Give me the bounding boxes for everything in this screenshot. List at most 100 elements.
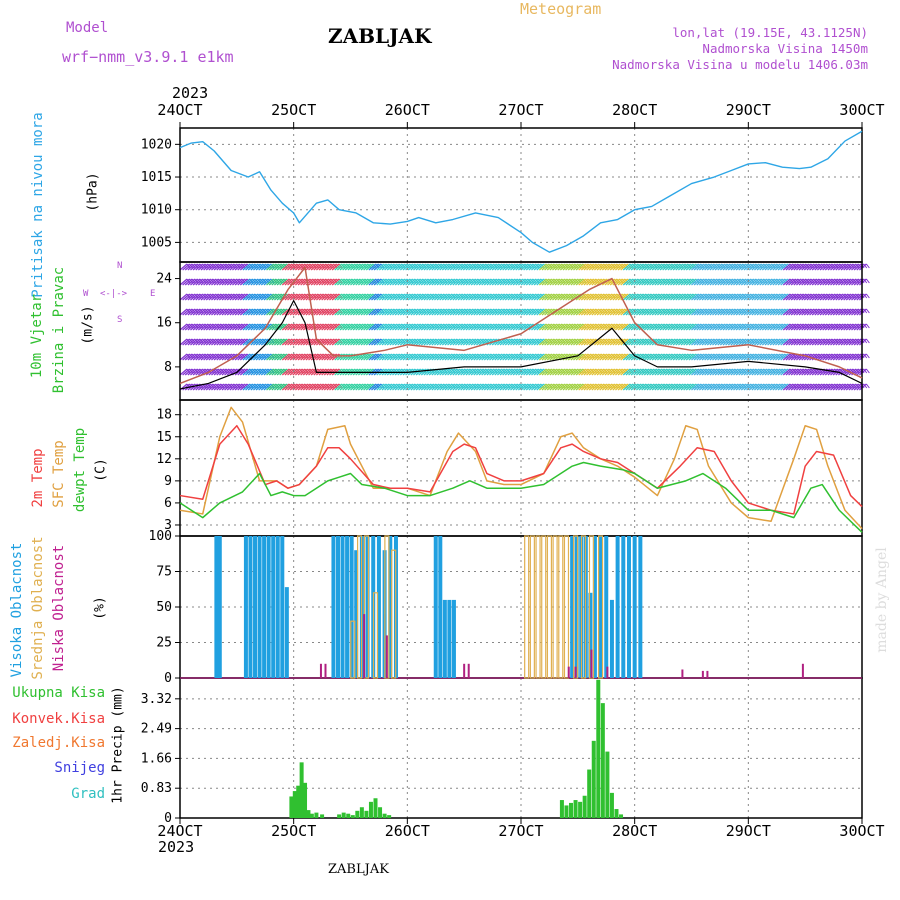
wind-barb-flag: [522, 308, 527, 314]
wind-barb-flag: [669, 323, 674, 329]
wind-barb: [557, 293, 566, 301]
wind-barb-flag: [441, 338, 445, 344]
wind-barb-flag: [598, 368, 603, 374]
wind-barb-flag: [640, 263, 645, 269]
wind-barb-flag: [435, 278, 440, 284]
wind-barb-flag: [283, 383, 288, 389]
wind-barb-flag: [204, 278, 209, 284]
wind-barb: [497, 293, 505, 301]
cloud-mid-bar: [529, 535, 535, 679]
wind-barb-flag: [679, 338, 684, 344]
wind-barb-flag: [299, 278, 304, 284]
wind-barb: [192, 293, 201, 301]
wind-barb-flag: [661, 338, 666, 344]
wind-barb-flag: [338, 383, 343, 389]
wind-barb-flag: [207, 293, 212, 299]
wind-barb: [384, 353, 392, 361]
wind-barb-flag: [637, 338, 642, 344]
wind-barb: [554, 353, 563, 361]
wind-barb-flag: [286, 323, 291, 329]
wind-barb: [344, 293, 353, 301]
wind-barb-flag: [388, 353, 393, 359]
wind-barb: [580, 383, 589, 391]
wind-barb-flag: [427, 308, 432, 314]
wind-barb-flag: [260, 308, 264, 314]
wind-barb-flag: [653, 263, 658, 269]
wind-barb-flag: [328, 353, 333, 359]
wind-barb: [237, 308, 246, 316]
precip-bar: [619, 814, 624, 818]
wind-barb: [266, 323, 274, 331]
wind-barb-flag: [228, 383, 233, 389]
wind-barb: [596, 323, 605, 331]
wind-barb: [499, 293, 508, 301]
wind-barb-flag: [244, 323, 249, 329]
wind-barb-flag: [207, 323, 212, 329]
wind-barb: [394, 353, 403, 361]
precip-bar: [303, 782, 308, 818]
wind-barb: [507, 323, 516, 331]
wind-barb-flag: [191, 263, 196, 269]
wind-barb-flag: [220, 353, 225, 359]
wind-barb: [384, 323, 392, 331]
wind-barb-flag: [661, 278, 666, 284]
wind-barb: [620, 368, 629, 376]
wind-barb: [371, 278, 379, 286]
wind-barb: [615, 278, 623, 286]
ytick-label: 12: [156, 452, 172, 467]
wind-barb-flag: [590, 263, 595, 269]
wind-barb: [195, 368, 204, 376]
wind-barb: [208, 293, 217, 301]
wind-barb: [447, 308, 455, 316]
wind-barb: [528, 263, 537, 271]
wind-barb: [397, 383, 406, 391]
wind-barb: [664, 338, 673, 346]
wind-barb: [200, 263, 209, 271]
wind-barb-flag: [307, 383, 312, 389]
wind-barb: [192, 323, 201, 331]
wind-barb-flag: [257, 263, 262, 269]
wind-barb: [552, 263, 560, 271]
footer-station: ZABLJAK: [328, 862, 389, 877]
wind-barb: [428, 263, 437, 271]
wind-barb-flag: [522, 368, 527, 374]
wind-barb-flag: [399, 323, 403, 329]
wind-barb: [436, 323, 445, 331]
wind-barb: [599, 308, 608, 316]
wind-barb-flag: [490, 368, 495, 374]
wind-barb-flag: [270, 293, 275, 299]
wind-barb: [344, 308, 353, 316]
wind-barb-flag: [488, 293, 493, 299]
wind-barb-flag: [566, 368, 571, 374]
wind-barb: [192, 263, 201, 271]
wind-barb: [310, 368, 319, 376]
wind-barb: [344, 278, 353, 286]
wind-barb-flag: [574, 278, 579, 284]
legend-ukupna-kisa: Ukupna Kisa: [12, 685, 105, 701]
wind-barb: [517, 338, 526, 346]
wind-barb: [570, 263, 579, 271]
wind-barb-flag: [307, 323, 312, 329]
wind-barb-flag: [199, 323, 204, 329]
wind-barb-flag: [296, 278, 301, 284]
wind-barb: [436, 338, 445, 346]
wind-barb-flag: [343, 383, 348, 389]
wind-barb-flag: [202, 308, 207, 314]
wind-barb-flag: [608, 323, 613, 329]
wind-barb-flag: [210, 278, 215, 284]
wind-barb-flag: [501, 308, 506, 314]
wind-barb: [651, 368, 660, 376]
wind-barb: [336, 263, 345, 271]
wind-barb-flag: [645, 263, 650, 269]
wind-barb-flag: [566, 383, 571, 389]
wind-barb-flag: [273, 323, 277, 329]
wind-barb-flag: [325, 338, 330, 344]
wind-barb-field: [179, 263, 870, 391]
wind-barb: [216, 323, 225, 331]
wind-barb: [452, 353, 461, 361]
wind-barb-flag: [585, 293, 590, 299]
wind-barb-flag: [582, 263, 587, 269]
wind-barb-flag: [611, 263, 616, 269]
wind-barb: [428, 308, 437, 316]
wind-barb-flag: [260, 293, 264, 299]
